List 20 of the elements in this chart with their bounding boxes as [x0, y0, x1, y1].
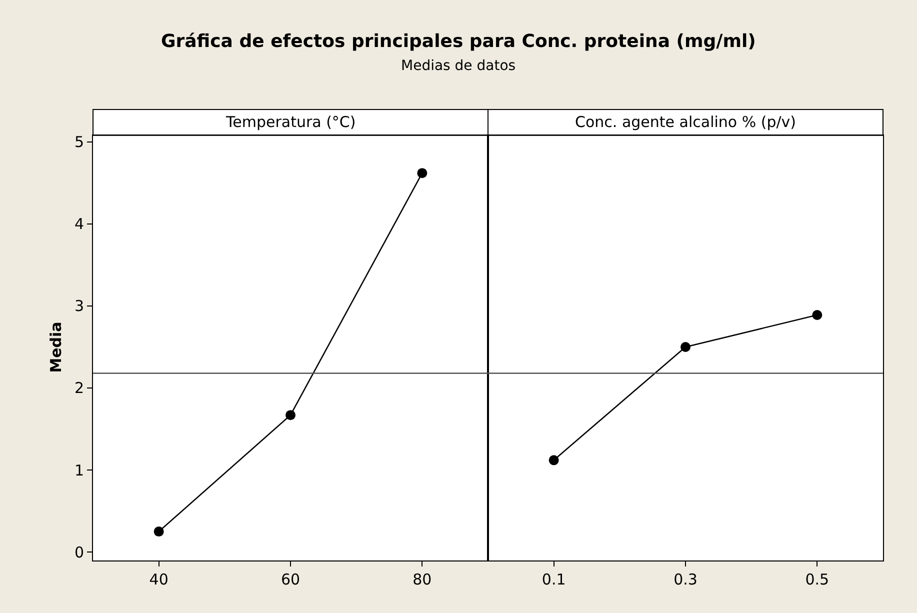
chart-title: Gráfica de efectos principales para Conc. proteina (mg/ml)	[161, 31, 756, 52]
y-tick-label: 0	[74, 543, 84, 562]
point	[154, 526, 164, 537]
x-tick-label: 0.5	[805, 570, 830, 588]
y-axis-title: Media	[47, 322, 66, 373]
x-axis-title: Conc. agente alcalino % (p/v)	[575, 113, 796, 131]
x-tick-label: 40	[149, 570, 168, 588]
x-tick-label: 0.3	[674, 570, 698, 588]
y-tick-label: 3	[74, 297, 84, 316]
point	[417, 168, 428, 178]
x-tick-label: 0.1	[542, 570, 566, 588]
y-tick-label: 2	[74, 379, 84, 398]
chart-subtitle: Medias de datos	[401, 58, 516, 74]
x-tick-label: 80	[412, 570, 432, 588]
x-axis-title: Temperatura (°C)	[225, 113, 356, 131]
x-tick-label: 60	[280, 570, 300, 588]
point	[286, 410, 296, 420]
y-tick-label: 1	[74, 461, 84, 480]
y-tick-label: 4	[74, 215, 84, 234]
y-tick-label: 5	[74, 133, 84, 152]
